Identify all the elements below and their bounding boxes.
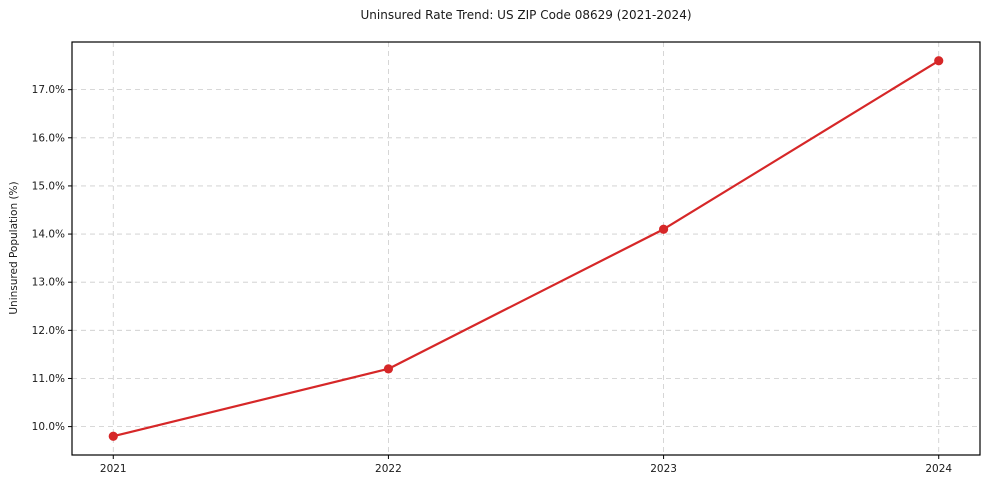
chart-title: Uninsured Rate Trend: US ZIP Code 08629 …	[360, 8, 692, 22]
y-tick-label: 12.0%	[32, 325, 65, 337]
data-point-marker	[383, 364, 394, 374]
y-tick-label: 10.0%	[32, 421, 65, 433]
data-point-marker	[658, 224, 669, 234]
y-tick-label: 13.0%	[32, 277, 65, 289]
data-point-marker	[108, 431, 118, 441]
plot-border	[71, 41, 981, 456]
y-tick-label: 17.0%	[32, 84, 65, 96]
x-tick-label: 2024	[925, 463, 952, 475]
y-tick-label: 11.0%	[32, 373, 65, 385]
x-tick-label: 2023	[650, 463, 677, 475]
y-tick-label: 14.0%	[32, 229, 65, 241]
data-point-marker	[934, 56, 944, 66]
trend-line	[112, 59, 940, 438]
y-tick-label: 16.0%	[32, 132, 65, 144]
x-tick-label: 2022	[375, 463, 402, 475]
y-tick-label: 15.0%	[32, 180, 65, 192]
x-tick-label: 2021	[100, 463, 127, 475]
